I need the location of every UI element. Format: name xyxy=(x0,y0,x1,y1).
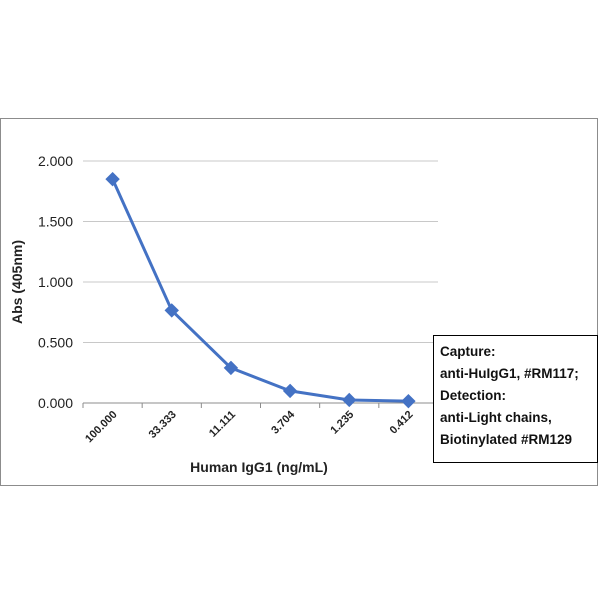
x-tick-label: 0.412 xyxy=(388,409,416,437)
y-tick-label: 2.000 xyxy=(38,153,73,169)
annotation-line: anti-HuIgG1, #RM117; xyxy=(440,366,579,381)
annotation-line: Detection: xyxy=(440,388,507,403)
series-line-path xyxy=(111,178,409,403)
x-tick-label: 100.000 xyxy=(83,409,120,446)
gridlines xyxy=(82,160,439,408)
data-point-marker xyxy=(282,383,298,399)
x-axis-title: Human IgG1 (ng/mL) xyxy=(190,459,328,475)
annotation-line: anti-Light chains, xyxy=(440,410,552,425)
y-tick-label: 0.000 xyxy=(38,395,73,411)
data-point-marker xyxy=(105,171,120,187)
annotation-box: Capture: anti-HuIgG1, #RM117; Detection:… xyxy=(433,335,598,463)
x-tick-label: 11.111 xyxy=(207,409,238,440)
x-tick-label: 3.704 xyxy=(269,408,298,437)
annotation-line: Biotinylated #RM129 xyxy=(440,432,573,447)
y-tick-label: 0.500 xyxy=(38,335,73,351)
chart-frame: 0.000 0.500 1.000 1.500 2.000 100.000 33.333 1… xyxy=(0,118,598,486)
series-line xyxy=(111,178,409,403)
data-point-marker xyxy=(164,303,179,318)
y-tick-label: 1.500 xyxy=(38,214,73,230)
x-tick-label: 33.333 xyxy=(147,409,179,441)
data-point-marker xyxy=(342,392,357,408)
data-point-marker xyxy=(223,360,239,376)
x-tick-label: 1.235 xyxy=(328,409,356,437)
y-axis-title: Abs (405nm) xyxy=(9,240,25,324)
x-tick-labels: 100.000 33.333 11.111 3.704 1.235 0.412 xyxy=(83,408,415,445)
data-point-marker xyxy=(401,393,416,409)
annotation-line: Capture: xyxy=(440,344,496,359)
y-tick-label: 1.000 xyxy=(38,274,73,290)
series-markers xyxy=(105,171,416,409)
y-tick-labels: 0.000 0.500 1.000 1.500 2.000 xyxy=(38,153,73,411)
